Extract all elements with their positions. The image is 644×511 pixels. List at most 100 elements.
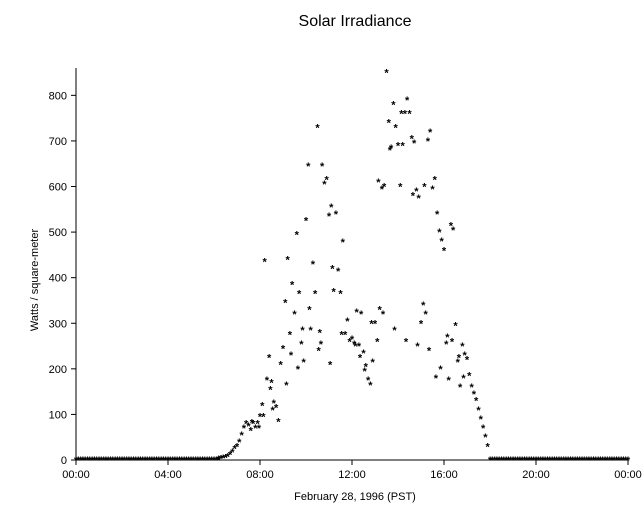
data-point: * [377, 305, 382, 317]
data-point: * [187, 455, 192, 467]
data-point: * [334, 209, 339, 221]
x-tick-label: 08:00 [246, 469, 274, 481]
data-point: * [483, 432, 488, 444]
data-point: * [460, 341, 465, 353]
data-point: * [467, 371, 472, 383]
data-point: * [509, 455, 514, 467]
x-axis-label: February 28, 1996 (PST) [294, 491, 416, 503]
data-point: * [76, 455, 81, 467]
data-point: * [419, 318, 424, 330]
data-point: * [184, 455, 189, 467]
data-point: * [118, 455, 123, 467]
data-point: * [497, 455, 502, 467]
data-point: * [545, 455, 550, 467]
data-point: * [410, 134, 415, 146]
data-point: * [568, 455, 573, 467]
data-point: * [400, 140, 405, 152]
data-point: * [392, 325, 397, 337]
data-point: * [504, 455, 509, 467]
data-point: * [246, 421, 251, 433]
data-point: * [453, 321, 458, 333]
data-point: * [404, 336, 409, 348]
data-point: * [371, 357, 376, 369]
data-point: * [74, 455, 79, 467]
data-point: * [421, 300, 426, 312]
data-point: * [578, 455, 583, 467]
data-point: * [427, 346, 432, 358]
data-point: * [276, 416, 281, 428]
data-point: * [311, 259, 316, 271]
data-point: * [461, 373, 466, 385]
data-point: * [522, 455, 527, 467]
y-tick-label: 500 [49, 227, 67, 239]
data-point: * [268, 384, 273, 396]
data-point: * [300, 325, 305, 337]
data-point: * [138, 455, 143, 467]
data-point: * [548, 455, 553, 467]
data-point: * [180, 455, 185, 467]
data-point: * [396, 140, 401, 152]
data-point: * [262, 257, 267, 269]
data-point: * [391, 99, 396, 111]
data-point: * [223, 453, 228, 465]
data-point: * [384, 68, 389, 80]
data-point: * [456, 357, 461, 369]
data-point: * [81, 455, 86, 467]
data-point: * [398, 182, 403, 194]
data-point: * [302, 357, 307, 369]
data-point: * [571, 455, 576, 467]
data-point: * [591, 455, 596, 467]
data-point: * [285, 254, 290, 266]
data-point: * [244, 419, 249, 431]
data-point: * [422, 182, 427, 194]
data-point: * [541, 455, 546, 467]
data-point: * [423, 309, 428, 321]
data-point: * [193, 455, 198, 467]
data-point: * [434, 373, 439, 385]
x-tick-label: 00:00 [62, 469, 90, 481]
data-point: * [182, 455, 187, 467]
data-point: * [327, 211, 332, 223]
data-point: * [161, 455, 166, 467]
data-point: * [536, 455, 541, 467]
data-point: * [417, 193, 422, 205]
data-point: * [191, 455, 196, 467]
data-point: * [515, 455, 520, 467]
data-point: * [389, 143, 394, 155]
data-point: * [242, 423, 247, 435]
data-point: * [605, 455, 610, 467]
data-point: * [221, 453, 226, 465]
data-point: * [350, 334, 355, 346]
data-point: * [203, 455, 208, 467]
data-point: * [214, 455, 219, 467]
data-point: * [382, 182, 387, 194]
data-point: * [388, 145, 393, 157]
data-point: * [488, 455, 493, 467]
y-tick-label: 600 [49, 182, 67, 194]
data-point: * [101, 455, 106, 467]
data-point: * [458, 382, 463, 394]
data-point: * [90, 455, 95, 467]
data-point: * [564, 455, 569, 467]
data-point: * [376, 177, 381, 189]
data-point: * [157, 455, 162, 467]
data-point: * [200, 455, 205, 467]
data-point: * [319, 339, 324, 351]
data-point: * [281, 343, 286, 355]
data-point: * [237, 437, 242, 449]
data-point: * [99, 455, 104, 467]
data-point: * [469, 382, 474, 394]
data-point: * [318, 327, 323, 339]
data-point: * [525, 455, 530, 467]
data-point: * [256, 419, 261, 431]
data-point: * [481, 423, 486, 435]
data-point: * [490, 455, 495, 467]
data-point: * [320, 161, 325, 173]
data-point: * [601, 455, 606, 467]
x-tick-label: 00:00 [614, 469, 642, 481]
data-point: * [607, 455, 612, 467]
data-point: * [173, 455, 178, 467]
data-point: * [338, 289, 343, 301]
x-axis: 00:00 04:00 08:00 12:00 16:00 20:00 00:00 [62, 459, 642, 481]
data-point: * [336, 266, 341, 278]
